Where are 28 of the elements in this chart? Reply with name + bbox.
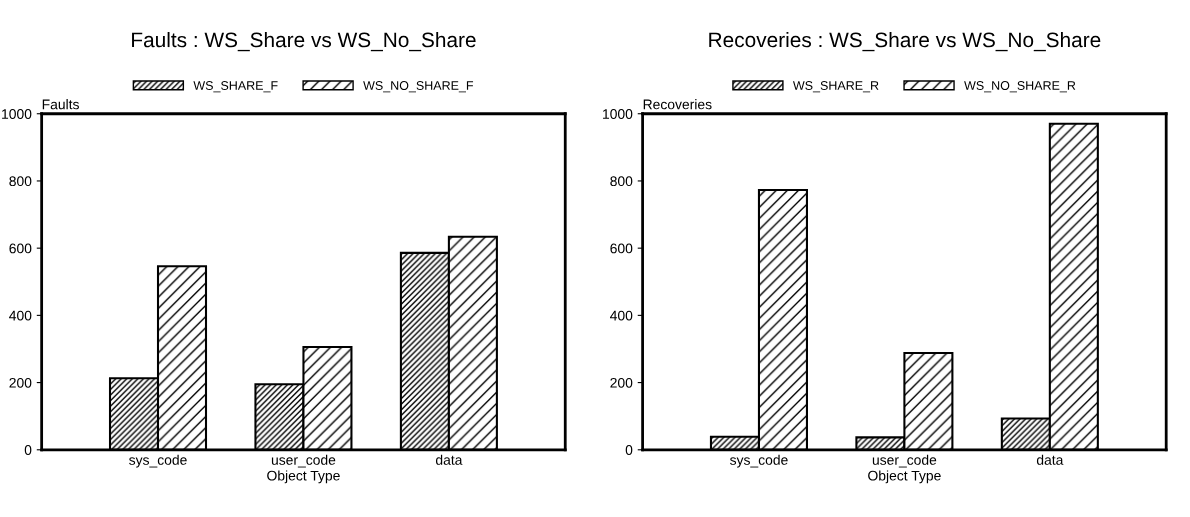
y-tick-label: 200 [610, 377, 633, 388]
x-tick-label: sys_code [730, 454, 788, 468]
x-tick-label: data [1036, 454, 1064, 465]
y-tick-label: 1000 [603, 109, 633, 119]
x-axis-title: Object Type [868, 470, 941, 484]
y-tick-label: 400 [9, 310, 32, 321]
legend-label: WS_SHARE_R [792, 81, 879, 93]
chart-title: Faults : WS_Share vs WS_No_Share [132, 31, 476, 52]
y-tick-label: 600 [9, 243, 32, 254]
y-axis-title: Recoveries [643, 99, 712, 110]
y-axis-title: Faults [42, 99, 79, 110]
legend-label: WS_NO_SHARE_R [964, 81, 1076, 93]
x-tick-label: user_code [271, 454, 336, 468]
x-tick-label: data [435, 454, 463, 465]
y-tick-label: 800 [610, 176, 633, 187]
y-tick-label: 200 [9, 377, 32, 388]
x-tick-label: user_code [872, 454, 937, 468]
legend-label: WS_NO_SHARE_F [363, 81, 474, 93]
x-axis-title: Object Type [267, 470, 340, 484]
chart-title: Recoveries : WS_Share vs WS_No_Share [709, 31, 1101, 52]
x-tick-label: sys_code [129, 454, 187, 468]
legend-label: WS_SHARE_F [193, 81, 278, 93]
y-tick-label: 1000 [2, 109, 32, 119]
y-tick-label: 600 [610, 243, 633, 254]
y-tick-label: 0 [625, 445, 633, 455]
y-tick-label: 800 [9, 176, 32, 187]
y-tick-label: 400 [610, 310, 633, 321]
y-tick-label: 0 [24, 445, 32, 455]
